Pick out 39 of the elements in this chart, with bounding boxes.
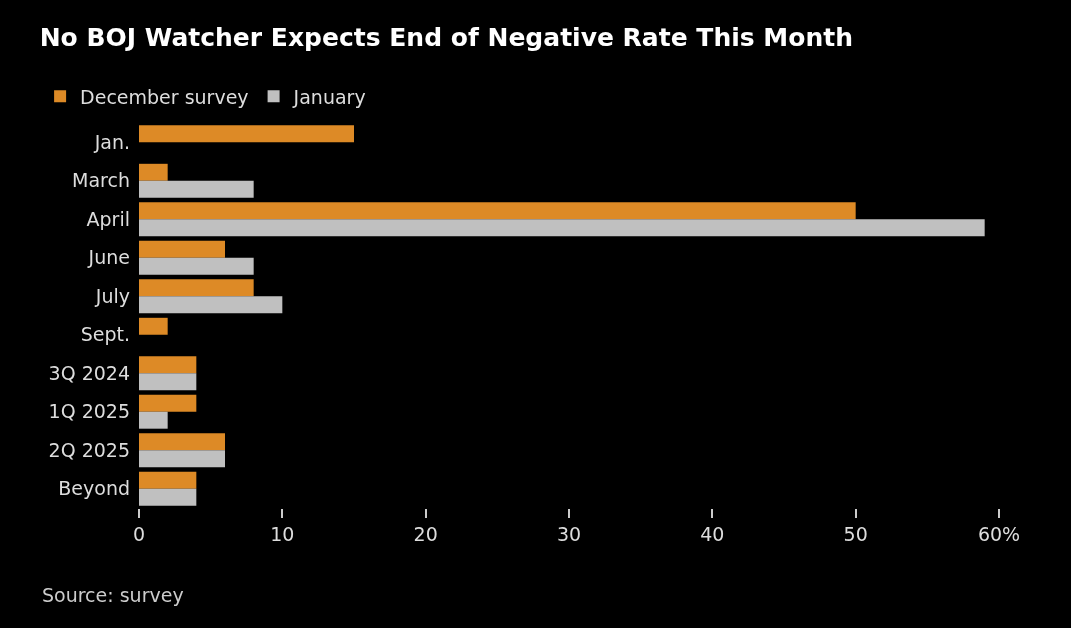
x-tick-label: 50 bbox=[843, 522, 868, 545]
y-tick-label: Beyond bbox=[58, 477, 130, 500]
bar bbox=[139, 163, 168, 181]
legend-label: January bbox=[292, 85, 366, 108]
y-tick-label: 3Q 2024 bbox=[48, 361, 130, 384]
x-tick-label: 40 bbox=[700, 522, 725, 545]
y-tick-label: March bbox=[72, 169, 130, 192]
chart-title: No BOJ Watcher Expects End of Negative Rate This Month bbox=[39, 22, 853, 52]
bar bbox=[139, 488, 197, 506]
y-tick-label: 1Q 2025 bbox=[48, 400, 130, 423]
x-tick-label: 20 bbox=[413, 522, 438, 545]
y-tick-label: Sept. bbox=[80, 323, 130, 346]
y-tick-label: June bbox=[87, 246, 130, 269]
bar bbox=[139, 219, 985, 237]
bar bbox=[139, 257, 254, 275]
bar bbox=[139, 125, 354, 143]
bar bbox=[139, 279, 254, 297]
x-tick-label: 30 bbox=[556, 522, 582, 545]
bar bbox=[139, 471, 197, 489]
y-tick-label: April bbox=[86, 207, 130, 230]
bar bbox=[139, 394, 197, 412]
legend-label: December survey bbox=[80, 85, 249, 108]
y-tick-label: Jan. bbox=[93, 130, 130, 153]
bar bbox=[139, 317, 168, 335]
bar bbox=[139, 411, 168, 429]
y-tick-label: July bbox=[94, 284, 130, 307]
bar bbox=[139, 180, 254, 198]
bar bbox=[139, 356, 197, 374]
bar bbox=[139, 450, 225, 468]
y-tick-label: 2Q 2025 bbox=[48, 438, 130, 461]
source-note: Source: survey bbox=[42, 584, 184, 606]
x-tick-label: 60% bbox=[977, 522, 1021, 545]
bar bbox=[139, 240, 225, 258]
bar bbox=[139, 296, 283, 314]
bar bbox=[139, 202, 856, 220]
bar bbox=[139, 433, 225, 451]
x-tick-label: 0 bbox=[132, 522, 146, 545]
bar bbox=[139, 373, 197, 391]
x-tick-label: 10 bbox=[270, 522, 295, 545]
